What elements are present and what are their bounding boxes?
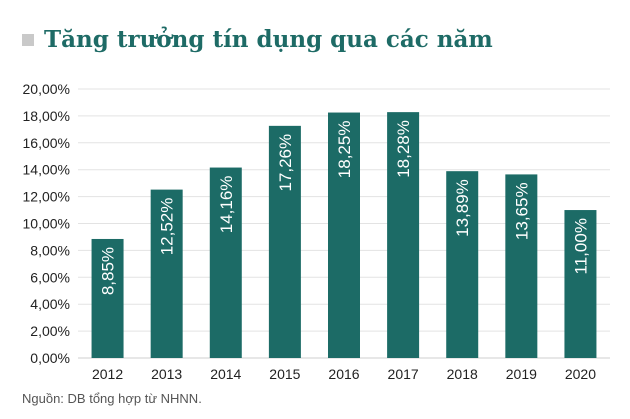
x-tick-label: 2014 [210,366,241,382]
bar-value-label: 8,85% [99,247,118,295]
x-tick-label: 2018 [447,366,478,382]
bar [268,125,301,358]
bar [150,189,183,358]
bar-value-label: 18,25% [335,121,354,179]
x-tick-label: 2020 [565,366,596,382]
y-tick-label: 0,00% [30,350,70,366]
bar-value-label: 14,16% [217,176,236,234]
x-tick-label: 2017 [388,366,419,382]
x-tick-label: 2019 [506,366,537,382]
bar [387,112,420,358]
bar-value-label: 17,26% [276,134,295,192]
x-tick-label: 2012 [92,366,123,382]
bar [328,112,360,358]
y-tick-label: 6,00% [30,269,70,285]
bar [446,171,479,358]
bar-value-label: 11,00% [571,218,590,274]
bar-value-label: 13,89% [453,179,472,237]
bar [564,210,597,358]
source-note: Nguồn: DB tổng hợp từ NHNN. [22,391,202,406]
y-tick-label: 4,00% [30,296,70,312]
bar-value-label: 12,52% [158,198,177,256]
chart-title-row: Tăng trưởng tín dụng qua các năm [22,26,493,53]
bar [91,238,124,358]
y-tick-label: 20,00% [23,81,70,97]
bar-value-label: 13,65% [512,182,531,240]
bar [209,167,242,358]
y-tick-label: 2,00% [30,323,70,339]
chart-title: Tăng trưởng tín dụng qua các năm [44,26,493,53]
bar-value-label: 18,28% [394,120,413,178]
y-tick-label: 16,00% [23,135,70,151]
bar [505,174,538,358]
y-tick-label: 18,00% [23,108,70,124]
x-tick-label: 2016 [328,366,359,382]
y-tick-label: 10,00% [23,216,70,232]
title-marker [22,33,34,46]
y-tick-label: 14,00% [23,162,70,178]
y-tick-label: 8,00% [30,242,70,258]
x-tick-label: 2013 [151,366,182,382]
x-tick-label: 2015 [269,366,300,382]
y-tick-label: 12,00% [23,189,70,205]
